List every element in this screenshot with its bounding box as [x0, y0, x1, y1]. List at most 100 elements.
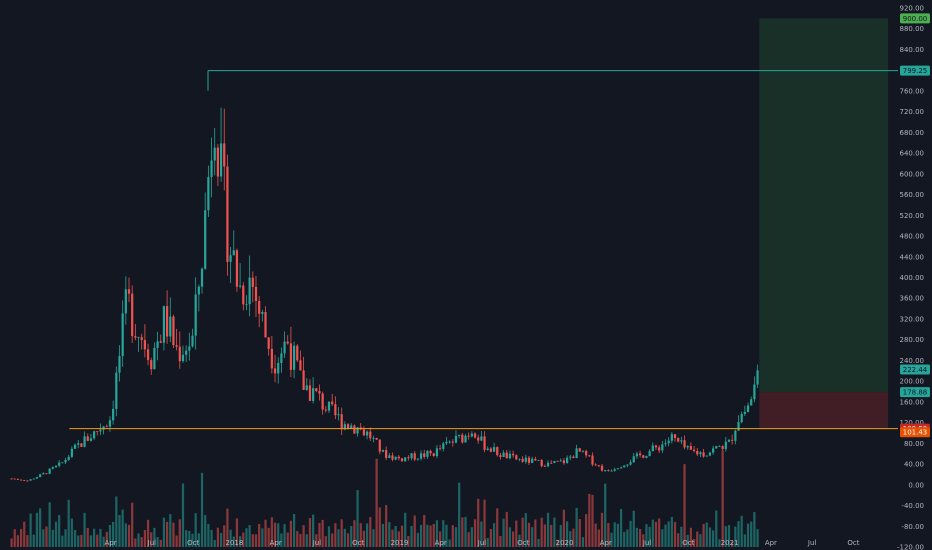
volume-bar: [397, 531, 400, 547]
volume-bar: [540, 517, 543, 547]
candle-body: [353, 425, 356, 434]
volume-bar: [80, 534, 83, 547]
candle-body: [483, 436, 486, 450]
candle-body: [318, 391, 321, 394]
price-tag-label: 222.44: [903, 366, 928, 374]
volume-bar: [432, 523, 435, 547]
candle-body: [524, 457, 527, 462]
candle-body: [299, 360, 302, 371]
candle-body: [321, 393, 324, 410]
candle-body: [708, 452, 712, 456]
volume-bar: [239, 536, 242, 547]
candle-body: [588, 455, 591, 457]
candle-body: [591, 455, 594, 465]
candle-body: [632, 456, 635, 463]
volume-bar: [512, 531, 515, 547]
candle-body: [181, 354, 185, 362]
volume-bar: [280, 533, 283, 547]
candle-body: [185, 350, 188, 355]
volume-bar: [480, 521, 483, 547]
candle-body: [292, 345, 296, 370]
candle-body: [102, 426, 105, 430]
candle-body: [302, 370, 305, 390]
volume-bar: [67, 499, 70, 547]
volume-bar: [569, 531, 572, 547]
volume-bar: [331, 533, 334, 547]
candle-body: [616, 468, 619, 470]
x-tick-label: Oct: [847, 539, 859, 547]
candle-body: [750, 399, 753, 406]
volume-bar: [442, 520, 445, 547]
candle-body: [565, 457, 569, 464]
volume-bar: [702, 523, 705, 547]
volume-bar: [559, 525, 562, 547]
volume-bar: [308, 518, 312, 547]
volume-bar: [524, 513, 527, 547]
volume-bar: [232, 536, 235, 547]
candle-body: [42, 473, 45, 475]
y-tick-label: 720.00: [900, 108, 925, 116]
candle-body: [756, 370, 759, 385]
volume-bar: [23, 521, 26, 547]
volume-bar: [191, 533, 194, 547]
candle-body: [277, 363, 280, 374]
x-tick-label: Jul: [807, 539, 817, 547]
volume-bar: [96, 534, 99, 547]
candle-body: [381, 450, 385, 452]
candle-body: [239, 285, 242, 287]
candle-body: [607, 470, 610, 472]
candle-body: [492, 447, 496, 452]
candle-body: [540, 460, 543, 467]
volume-bar: [651, 519, 654, 547]
candle-body: [150, 360, 153, 370]
volume-bar: [273, 522, 277, 547]
volume-bar: [667, 521, 670, 547]
candle-body: [19, 479, 23, 481]
x-tick-label: Oct: [352, 539, 364, 547]
volume-bar: [302, 525, 305, 547]
volume-bar: [83, 512, 86, 547]
volume-bar: [664, 524, 667, 547]
volume-bar: [562, 509, 566, 547]
volume-bar: [496, 508, 499, 547]
candle-body: [346, 424, 350, 429]
candle-body: [629, 462, 632, 465]
volume-bar: [277, 523, 280, 547]
volume-bar: [200, 472, 204, 547]
candle-body: [718, 446, 721, 447]
volume-bar: [362, 530, 366, 547]
candle-body: [350, 425, 353, 429]
volume-bar: [502, 518, 505, 547]
volume-bar: [321, 519, 324, 547]
candle-body: [70, 448, 73, 457]
volume-bar: [737, 521, 740, 547]
volume-bar: [292, 514, 296, 547]
candle-body: [58, 462, 61, 466]
candle-body: [600, 465, 604, 471]
volume-bar: [19, 529, 23, 547]
volume-bar: [353, 520, 356, 547]
volume-bar: [578, 519, 581, 547]
candle-body: [296, 345, 299, 361]
y-tick-label: -120.00: [897, 544, 924, 550]
volume-bar: [419, 524, 423, 547]
volume-bar: [435, 520, 439, 547]
candle-body: [343, 424, 346, 430]
y-tick-label: -40.00: [901, 502, 924, 510]
candle-body: [67, 456, 70, 460]
candle-body: [753, 384, 756, 400]
candle-body: [692, 449, 696, 452]
target-zone: [759, 18, 889, 393]
candle-body: [89, 438, 93, 441]
volume-bar: [334, 523, 337, 547]
volume-bar: [188, 530, 191, 547]
candle-body: [635, 453, 639, 457]
volume-bar: [715, 510, 718, 547]
candle-body: [680, 440, 683, 442]
candle-body: [661, 444, 664, 451]
x-tick-label: 2021: [721, 539, 739, 547]
candle-body: [677, 437, 680, 442]
candle-body: [331, 401, 334, 405]
candle-body: [664, 443, 667, 445]
